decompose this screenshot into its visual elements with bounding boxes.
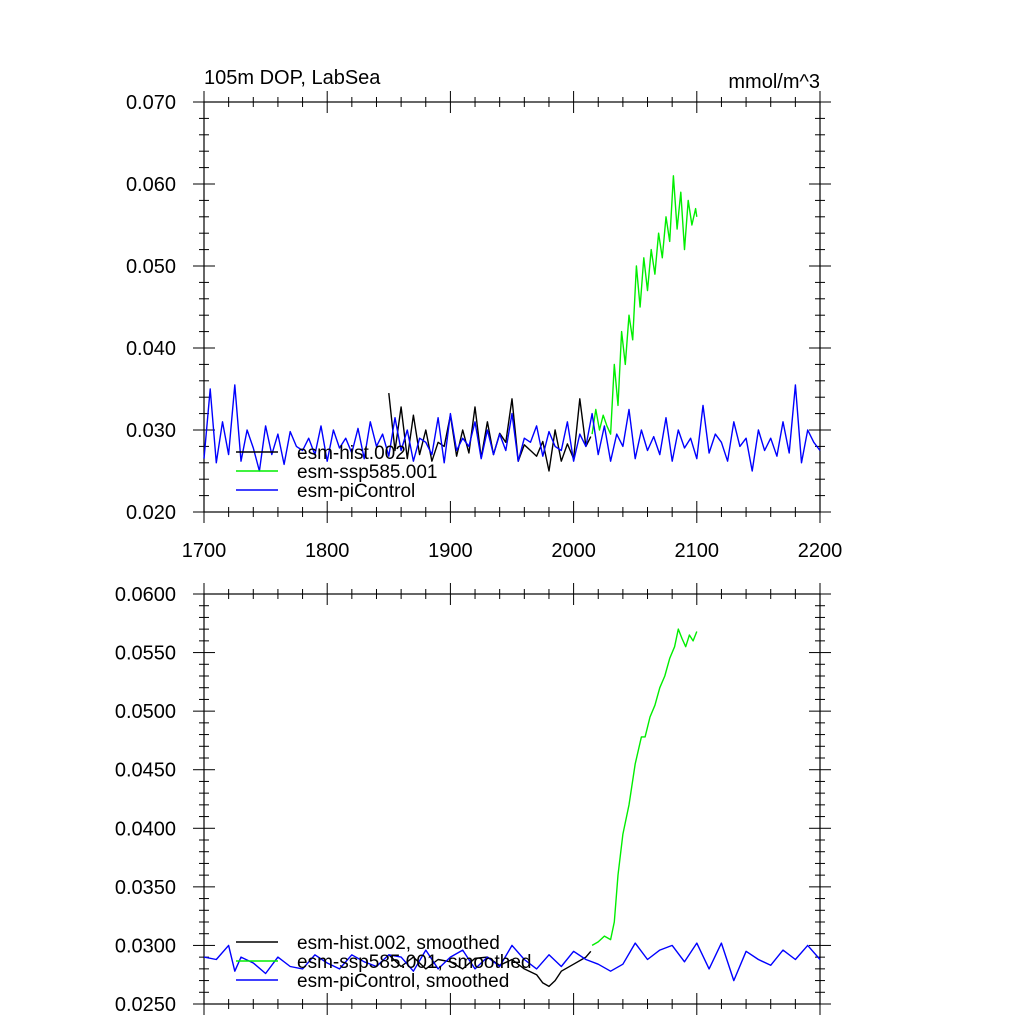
y-tick-label: 0.050: [126, 256, 176, 278]
x-tick-label: 1800: [305, 540, 350, 562]
chart-title: 105m DOP, LabSea: [204, 67, 381, 89]
plot-frame: [203, 101, 821, 513]
legend-label: esm-ssp585.001: [297, 462, 437, 483]
y-tick-label: 0.070: [126, 92, 176, 114]
plot-frame: [203, 593, 821, 1005]
x-tick-label: 1700: [182, 540, 227, 562]
y-tick-label: 0.020: [126, 502, 176, 524]
y-tick-label: 0.0400: [115, 818, 176, 840]
y-tick-label: 0.0350: [115, 877, 176, 899]
series-line: [388, 393, 592, 472]
x-tick-label: 2200: [798, 540, 843, 562]
y-tick-label: 0.0600: [115, 584, 176, 606]
legend-label: esm-piControl, smoothed: [297, 971, 509, 992]
series-line: [388, 950, 592, 988]
series-line: [591, 175, 698, 435]
series-line: [203, 384, 821, 472]
legend-label: esm-piControl: [297, 481, 415, 502]
x-tick-label: 2100: [675, 540, 720, 562]
y-tick-label: 0.0550: [115, 643, 176, 665]
y-tick-label: 0.030: [126, 420, 176, 442]
series-line: [591, 628, 698, 947]
x-tick-label: 1900: [428, 540, 473, 562]
legend-label: esm-ssp585.001, smoothed: [297, 952, 531, 973]
legend-label: esm-hist.002, smoothed: [297, 933, 500, 954]
y-tick-label: 0.0450: [115, 760, 176, 782]
y-tick-label: 0.0250: [115, 994, 176, 1016]
y-tick-label: 0.0500: [115, 701, 176, 723]
y-tick-label: 0.040: [126, 338, 176, 360]
top-panel: 105m DOP, LabSea mmol/m^3 1700 1800 1900 20…: [126, 67, 842, 562]
y-tick-label: 0.0300: [115, 935, 176, 957]
chart-units: mmol/m^3: [728, 71, 820, 93]
y-tick-label: 0.060: [126, 174, 176, 196]
legend-label: esm-hist.002: [297, 443, 406, 464]
x-tick-label: 2000: [551, 540, 596, 562]
series-line: [203, 942, 821, 982]
bottom-panel: 0.0250 0.0300 0.0350 0.0400 0.0450 0.0500 0.05…: [115, 583, 831, 1016]
